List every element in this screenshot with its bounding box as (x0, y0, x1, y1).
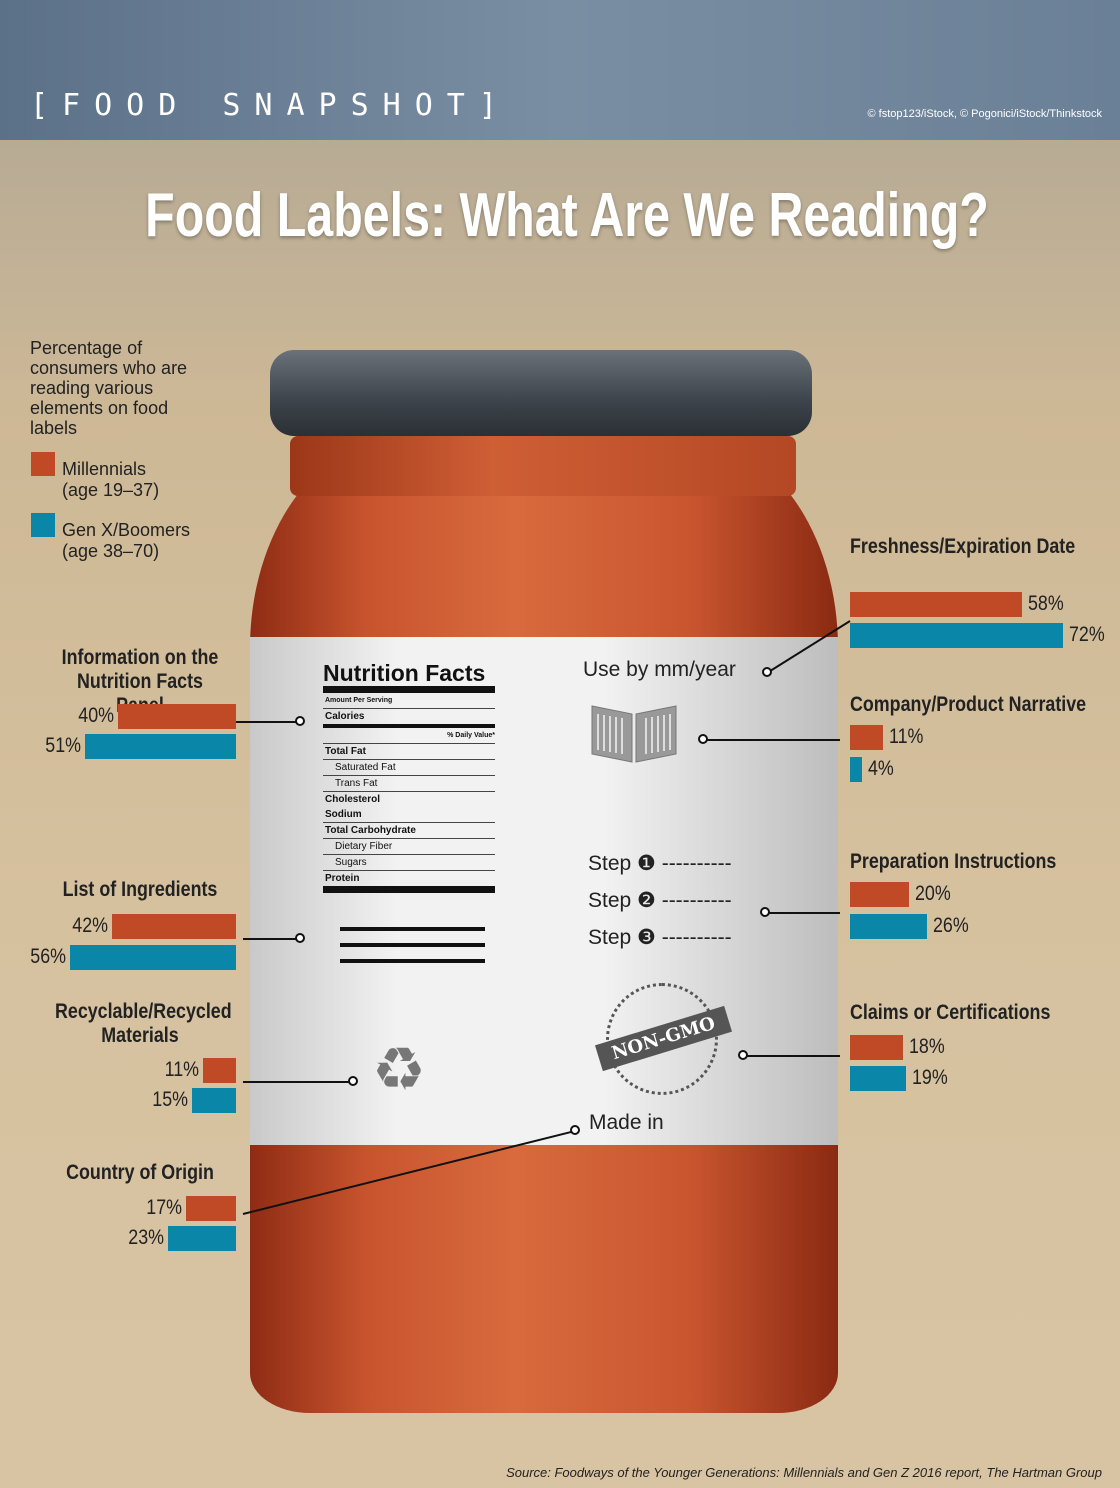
legend-genx: Gen X/Boomers (age 38–70) (62, 520, 190, 562)
bar-millennials (117, 704, 236, 729)
value-label-genx: 15% (151, 1088, 188, 1111)
value-label-millennials: 11% (888, 725, 923, 748)
category-label: List of Ingredients (62, 878, 218, 901)
connector-dot (295, 933, 305, 943)
connector-dot (738, 1050, 748, 1060)
connector-line (703, 739, 840, 741)
bar-genx (850, 1066, 907, 1091)
nutrition-title: Nutrition Facts (323, 660, 495, 693)
step-1: Step ❶ ---------- (588, 852, 732, 875)
bar-millennials (185, 1196, 236, 1221)
value-label-millennials: 18% (909, 1035, 945, 1058)
jar-neck (290, 436, 796, 496)
use-by-text: Use by mm/year (583, 658, 736, 681)
value-label-genx: 56% (30, 945, 67, 968)
nf-row: Sugars (323, 855, 495, 871)
category-label: Freshness/Expiration Date (850, 535, 1076, 558)
connector-dot (348, 1076, 358, 1086)
value-label-genx: 4% (867, 757, 894, 780)
bar-genx (70, 945, 236, 970)
legend-millennials: Millennials (age 19–37) (62, 459, 159, 501)
connector-dot (570, 1125, 580, 1135)
nf-row: Calories (323, 709, 495, 728)
legend-swatch-millennials (31, 452, 55, 476)
step-3: Step ❸ ---------- (588, 926, 732, 949)
value-label-genx: 26% (932, 914, 969, 937)
value-label-millennials: 58% (1027, 592, 1064, 615)
connector-dot (760, 907, 770, 917)
bar-millennials (850, 725, 883, 750)
bar-genx (191, 1088, 236, 1113)
nf-row: Protein (323, 871, 495, 893)
legend-description: Percentage of consumers who are reading … (30, 338, 188, 438)
category-label: Preparation Instructions (850, 850, 1057, 873)
connector-dot (698, 734, 708, 744)
ingredients-line (340, 959, 485, 963)
bar-genx (167, 1226, 236, 1251)
value-label-genx: 19% (912, 1066, 948, 1089)
connector-line (243, 938, 300, 940)
nf-row: Dietary Fiber (323, 839, 495, 855)
nf-row: Cholesterol (325, 794, 381, 805)
connector-dot (762, 667, 772, 677)
value-label-millennials: 11% (165, 1058, 200, 1081)
book-icon (591, 705, 677, 763)
value-label-genx: 23% (128, 1226, 164, 1249)
legend-label: Gen X/Boomers (62, 520, 191, 540)
connector-dot (295, 716, 305, 726)
step-2: Step ❷ ---------- (588, 889, 732, 912)
category-label: Company/Product Narrative (850, 693, 1087, 716)
category-label: Recyclable/Recycled Materials (55, 1000, 232, 1047)
value-label-genx: 72% (1069, 623, 1105, 646)
connector-line (743, 1055, 840, 1057)
nf-row: % Daily Value* (323, 728, 495, 744)
nf-row: Saturated Fat (323, 760, 495, 776)
bar-millennials (850, 882, 910, 907)
connector-line (243, 1081, 353, 1083)
made-in-text: Made in (589, 1111, 664, 1134)
bar-millennials (850, 1035, 904, 1060)
nf-row: Trans Fat (323, 776, 495, 792)
value-label-millennials: 40% (77, 704, 114, 727)
ingredients-line (340, 943, 485, 947)
page-title: Food Labels: What Are We Reading? (145, 181, 989, 250)
jar-lid (270, 350, 812, 436)
nutrition-facts-panel: Nutrition Facts Amount Per Serving Calor… (323, 660, 495, 893)
bar-genx (850, 757, 862, 782)
bar-millennials (203, 1058, 236, 1083)
recycle-icon: ♻ (372, 1036, 426, 1103)
bar-millennials (850, 592, 1022, 617)
value-label-millennials: 17% (145, 1196, 182, 1219)
category-label: Claims or Certifications (850, 1001, 1051, 1024)
non-gmo-seal (606, 983, 718, 1095)
bar-genx (850, 623, 1064, 648)
ingredients-line (340, 927, 485, 931)
value-label-genx: 51% (45, 734, 82, 757)
photo-credit: © fstop123/iStock, © Pogonici/iStock/Thi… (867, 108, 1102, 120)
category-label: Country of Origin (66, 1161, 214, 1184)
kicker: [FOOD SNAPSHOT] (30, 88, 511, 123)
nf-row: Total Carbohydrate (323, 823, 495, 839)
connector-line (236, 721, 300, 723)
value-label-millennials: 20% (915, 882, 951, 905)
connector-line (765, 912, 840, 914)
source-note: Source: Foodways of the Younger Generati… (506, 1465, 1102, 1480)
nf-row: Total Fat (323, 744, 495, 760)
header-banner (0, 0, 1120, 140)
bar-millennials (111, 914, 236, 939)
bar-genx (850, 914, 927, 939)
bar-genx (85, 734, 236, 759)
legend-sub: (age 38–70) (62, 541, 160, 561)
legend-sub: (age 19–37) (62, 480, 160, 500)
nf-row: Sodium (323, 807, 495, 823)
nf-row: Amount Per Serving (323, 693, 495, 709)
legend-swatch-genx (31, 513, 55, 537)
value-label-millennials: 42% (71, 914, 108, 937)
legend-label: Millennials (62, 459, 147, 479)
